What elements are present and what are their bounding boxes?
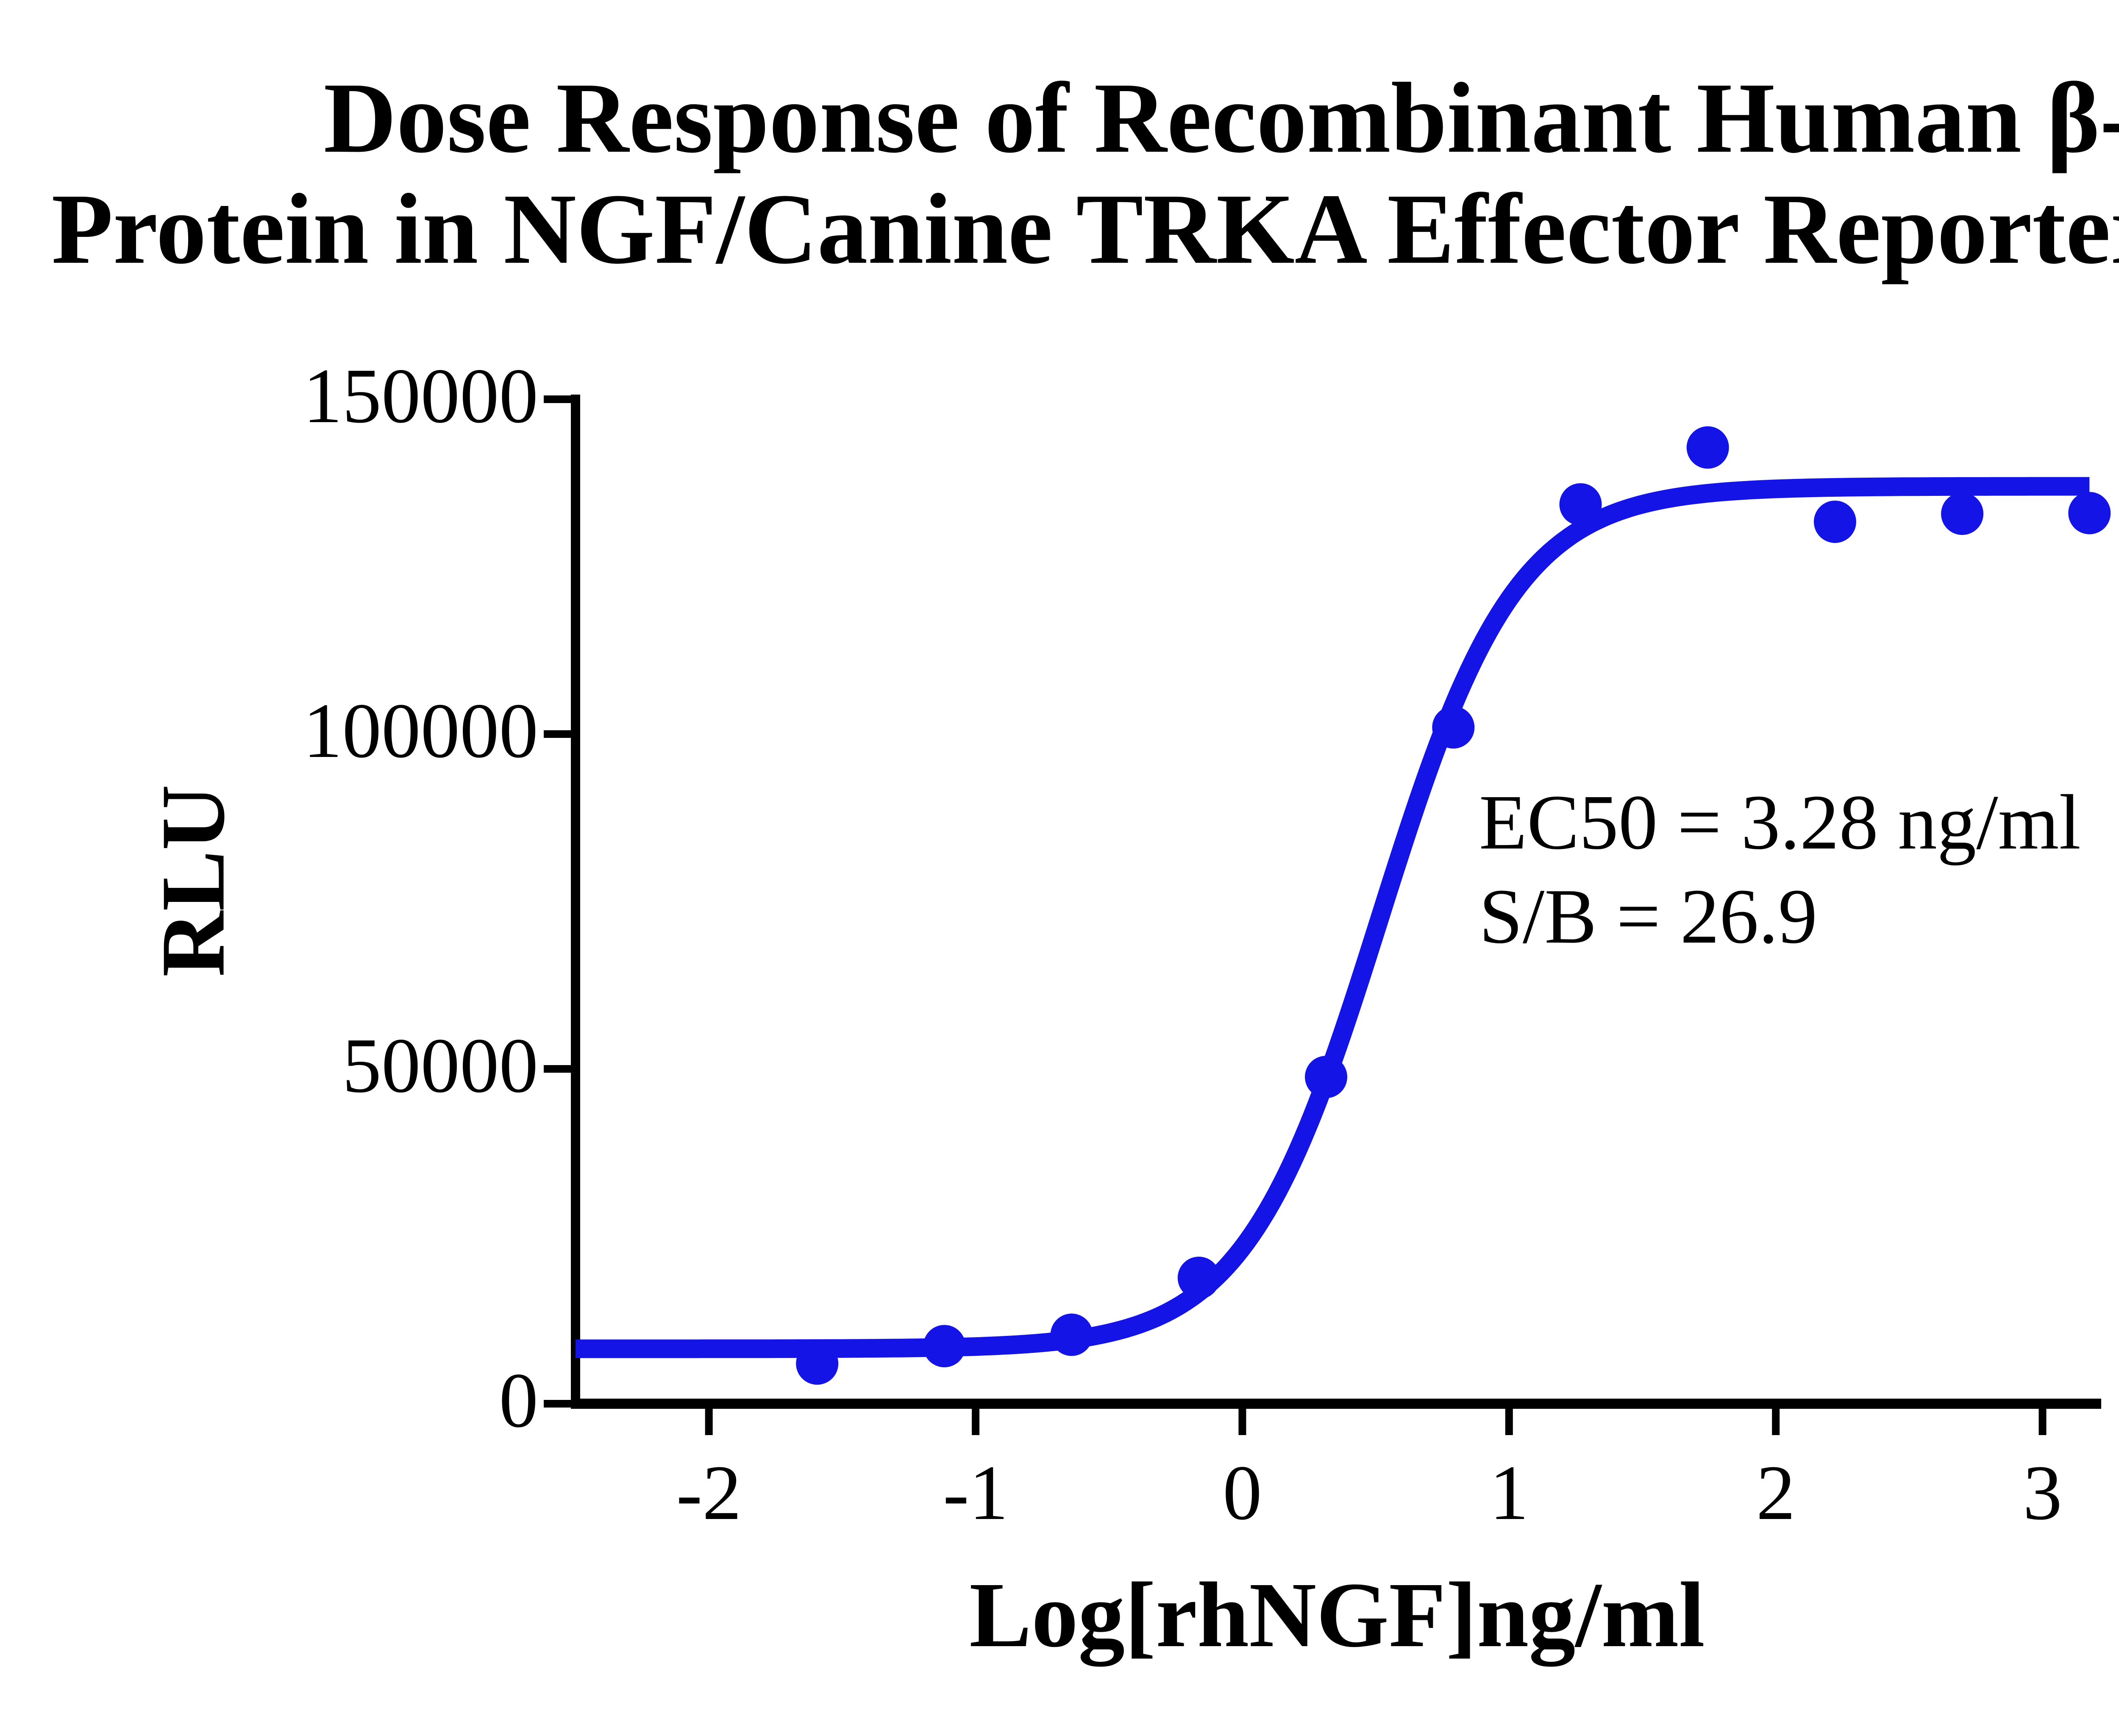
x-tick-mark	[2038, 1409, 2047, 1435]
signal-to-background-annotation: S/B = 26.9	[1479, 873, 1818, 960]
y-axis-line	[571, 395, 580, 1409]
data-point	[1686, 426, 1729, 469]
y-tick-mark	[544, 1400, 571, 1408]
y-tick-mark	[544, 730, 571, 738]
data-point	[1305, 1056, 1347, 1098]
x-tick-mark	[1772, 1409, 1780, 1435]
data-point	[923, 1325, 966, 1368]
chart-title-line2: Protein in NGF/Canine TRKA Effector Repo…	[51, 173, 2119, 285]
x-tick-mark	[705, 1409, 713, 1435]
x-tick-mark	[1505, 1409, 1513, 1435]
data-point	[1559, 483, 1602, 526]
y-tick-mark	[544, 395, 571, 403]
y-axis-label: RLU	[142, 785, 244, 977]
x-axis-line	[571, 1399, 2101, 1409]
x-tick-label: 3	[2023, 1449, 2062, 1536]
x-tick-label: 0	[1223, 1449, 1262, 1536]
data-point	[1813, 501, 1856, 543]
data-point	[796, 1342, 839, 1385]
chart-title-line1: Dose Response of Recombinant Human β-NGF	[323, 62, 2119, 174]
y-tick-label: 0	[499, 1357, 539, 1444]
data-point	[1941, 492, 1984, 535]
chart-title: Dose Response of Recombinant Human β-NGF…	[17, 63, 2119, 285]
data-point	[1050, 1313, 1093, 1356]
y-tick-label: 50000	[342, 1022, 539, 1109]
fit-annotation: EC50 = 3.28 ng/ml S/B = 26.9	[1479, 776, 2081, 964]
data-point	[2068, 492, 2111, 534]
x-tick-label: 1	[1489, 1449, 1529, 1536]
x-tick-label: 2	[1756, 1449, 1796, 1536]
x-tick-mark	[1238, 1409, 1246, 1435]
ec50-annotation: EC50 = 3.28 ng/ml	[1479, 779, 2081, 866]
x-tick-label: -2	[676, 1449, 742, 1536]
data-point	[1177, 1257, 1220, 1299]
data-point	[1432, 706, 1475, 749]
x-axis-label: Log[rhNGF]ng/ml	[969, 1563, 1705, 1666]
x-tick-mark	[972, 1409, 980, 1435]
x-tick-label: -1	[943, 1449, 1009, 1536]
y-tick-mark	[544, 1065, 571, 1073]
y-tick-label: 150000	[303, 353, 538, 440]
y-tick-label: 100000	[303, 687, 538, 774]
